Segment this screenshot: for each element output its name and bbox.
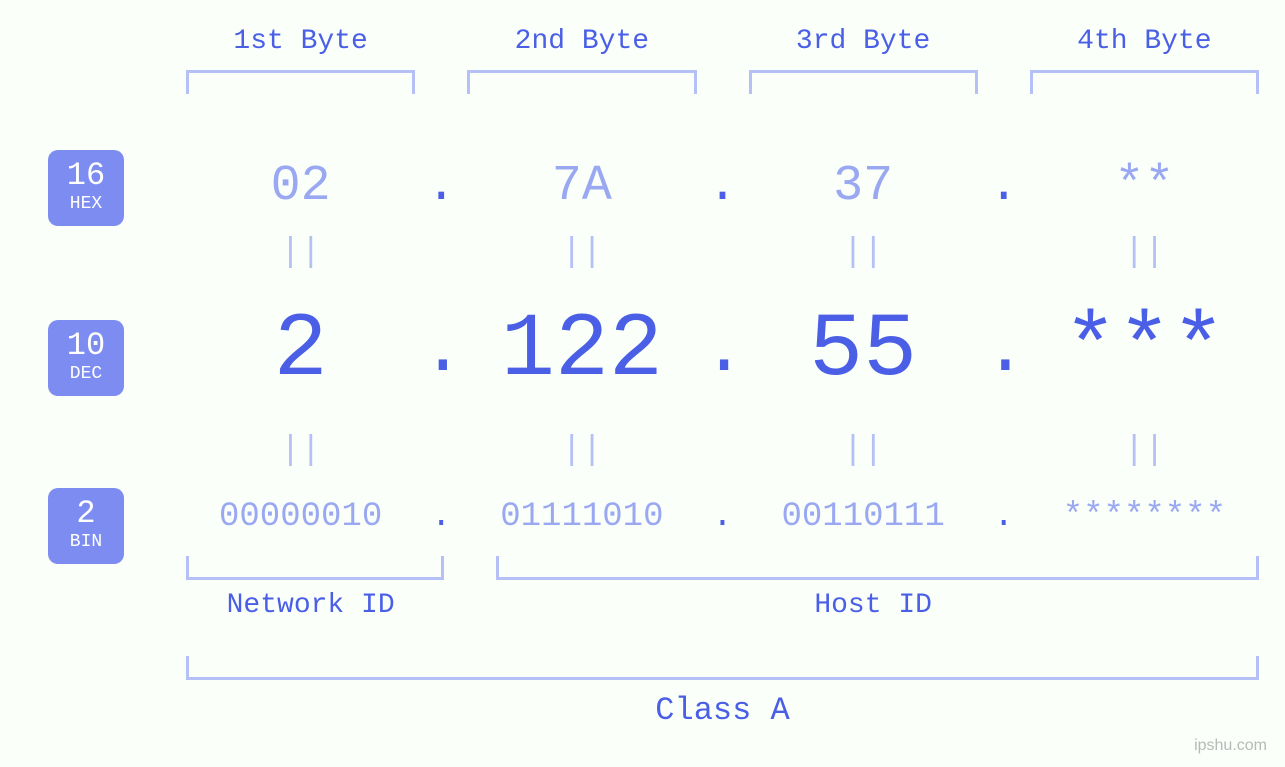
dec-byte-2: 122: [461, 300, 702, 402]
bin-base-label: BIN: [70, 532, 102, 554]
hex-badge: 16 HEX: [48, 150, 124, 226]
bin-byte-3: 00110111: [743, 498, 984, 536]
equals-icon: ||: [743, 432, 984, 470]
class-label: Class A: [180, 692, 1265, 729]
bin-byte-4: ********: [1024, 498, 1265, 536]
hex-base-label: HEX: [70, 194, 102, 216]
equals-icon: ||: [180, 432, 421, 470]
equals-icon: ||: [743, 234, 984, 272]
id-labels: Network ID Host ID: [180, 590, 1265, 621]
equals-row-1: || || || ||: [180, 234, 1265, 272]
watermark: ipshu.com: [1194, 737, 1267, 755]
hex-separator-2: .: [703, 158, 743, 215]
hex-byte-2: 7A: [461, 158, 702, 215]
bin-separator-2: .: [703, 498, 743, 536]
host-id-label: Host ID: [481, 590, 1265, 621]
bracket-top-1: [186, 70, 415, 94]
bin-byte-2: 01111010: [461, 498, 702, 536]
dec-separator-1: .: [421, 310, 461, 392]
class-bracket: [186, 656, 1259, 680]
bracket-top-4: [1030, 70, 1259, 94]
network-bracket: [186, 556, 444, 580]
equals-icon: ||: [1024, 234, 1265, 272]
bracket-top-3: [749, 70, 978, 94]
dec-separator-3: .: [984, 310, 1024, 392]
dec-separator-2: .: [703, 310, 743, 392]
network-id-label: Network ID: [180, 590, 441, 621]
equals-row-2: || || || ||: [180, 432, 1265, 470]
equals-icon: ||: [461, 234, 702, 272]
id-brackets: [180, 556, 1265, 580]
hex-separator-1: .: [421, 158, 461, 215]
bin-base-number: 2: [76, 498, 95, 530]
hex-byte-1: 02: [180, 158, 421, 215]
byte-brackets-top: [180, 70, 1265, 94]
equals-icon: ||: [180, 234, 421, 272]
byte-label-2: 2nd Byte: [461, 26, 702, 57]
dec-base-number: 10: [67, 330, 105, 362]
hex-separator-3: .: [984, 158, 1024, 215]
hex-byte-4: **: [1024, 158, 1265, 215]
dec-row: 2 . 122 . 55 . ***: [180, 300, 1265, 402]
bin-byte-1: 00000010: [180, 498, 421, 536]
byte-label-4: 4th Byte: [1024, 26, 1265, 57]
byte-labels-row: 1st Byte 2nd Byte 3rd Byte 4th Byte: [180, 26, 1265, 57]
dec-byte-4: ***: [1024, 300, 1265, 402]
bin-separator-1: .: [421, 498, 461, 536]
equals-icon: ||: [1024, 432, 1265, 470]
dec-badge: 10 DEC: [48, 320, 124, 396]
hex-row: 02 . 7A . 37 . **: [180, 158, 1265, 215]
bin-row: 00000010 . 01111010 . 00110111 . *******…: [180, 498, 1265, 536]
bracket-top-2: [467, 70, 696, 94]
bin-badge: 2 BIN: [48, 488, 124, 564]
dec-byte-1: 2: [180, 300, 421, 402]
dec-base-label: DEC: [70, 364, 102, 386]
hex-byte-3: 37: [743, 158, 984, 215]
hex-base-number: 16: [67, 160, 105, 192]
bin-separator-3: .: [984, 498, 1024, 536]
host-bracket: [496, 556, 1259, 580]
byte-label-3: 3rd Byte: [743, 26, 984, 57]
dec-byte-3: 55: [743, 300, 984, 402]
class-bracket-wrap: [186, 656, 1259, 680]
byte-label-1: 1st Byte: [180, 26, 421, 57]
equals-icon: ||: [461, 432, 702, 470]
